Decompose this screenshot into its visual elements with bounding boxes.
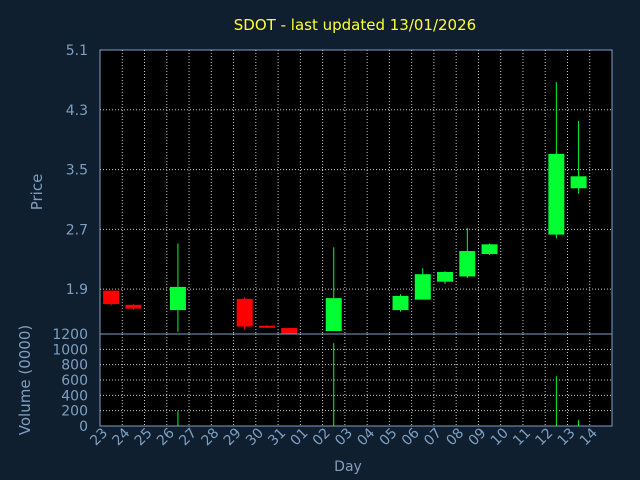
x-axis-label: Day xyxy=(334,459,362,475)
candle-13 xyxy=(570,121,587,194)
volume-grid xyxy=(100,334,612,426)
candle-08 xyxy=(459,227,476,278)
candle-24 xyxy=(125,304,142,310)
candle-body xyxy=(437,271,454,282)
candle-23 xyxy=(103,290,120,306)
candle-body xyxy=(103,290,120,305)
candle-body xyxy=(325,298,342,332)
candle-body xyxy=(459,251,476,277)
price-axis-label: Price xyxy=(28,174,46,211)
candle-body xyxy=(281,328,298,334)
price-tick-label: 2.7 xyxy=(66,222,88,238)
chart-title: SDOT - last updated 13/01/2026 xyxy=(234,16,476,34)
candle-31 xyxy=(281,328,298,334)
candles xyxy=(103,82,587,334)
volume-bars xyxy=(177,343,580,426)
x-ticks: 2324252627282930310102030405060708091011… xyxy=(87,425,601,449)
candle-body xyxy=(169,286,186,311)
candle-body xyxy=(236,298,253,327)
price-plot-area xyxy=(99,49,613,335)
volume-tick-label: 400 xyxy=(61,388,88,404)
candle-02 xyxy=(325,247,342,332)
candle-29 xyxy=(236,297,253,330)
candle-body xyxy=(258,325,275,328)
candle-30 xyxy=(258,325,275,329)
candle-body xyxy=(548,153,565,235)
price-y-ticks: 1.9 2.7 3.5 4.3 5.1 xyxy=(66,43,88,298)
price-tick-label: 1.9 xyxy=(66,282,88,298)
candle-05 xyxy=(392,294,409,312)
volume-tick-label: 800 xyxy=(61,358,88,374)
candle-body xyxy=(481,244,498,255)
candle-26 xyxy=(169,243,186,332)
price-tick-label: 5.1 xyxy=(66,43,88,59)
price-tick-label: 3.5 xyxy=(66,163,88,179)
candle-12 xyxy=(548,82,565,239)
price-grid xyxy=(100,50,612,334)
volume-tick-label: 1200 xyxy=(52,327,88,343)
candle-body xyxy=(414,274,431,300)
volume-tick-label: 1000 xyxy=(52,342,88,358)
volume-tick-label: 600 xyxy=(61,373,88,389)
volume-tick-label: 0 xyxy=(79,419,88,435)
price-panel: 1.9 2.7 3.5 4.3 5.1 Price xyxy=(28,43,613,335)
candle-body xyxy=(570,176,587,189)
price-tick-label: 4.3 xyxy=(66,103,88,119)
candle-07 xyxy=(437,271,454,284)
volume-axis-label: Volume (0000) xyxy=(16,325,34,435)
candle-body xyxy=(125,304,142,309)
candle-09 xyxy=(481,243,498,255)
candle-body xyxy=(392,295,409,311)
candle-06 xyxy=(414,268,431,300)
volume-tick-label: 200 xyxy=(61,404,88,420)
